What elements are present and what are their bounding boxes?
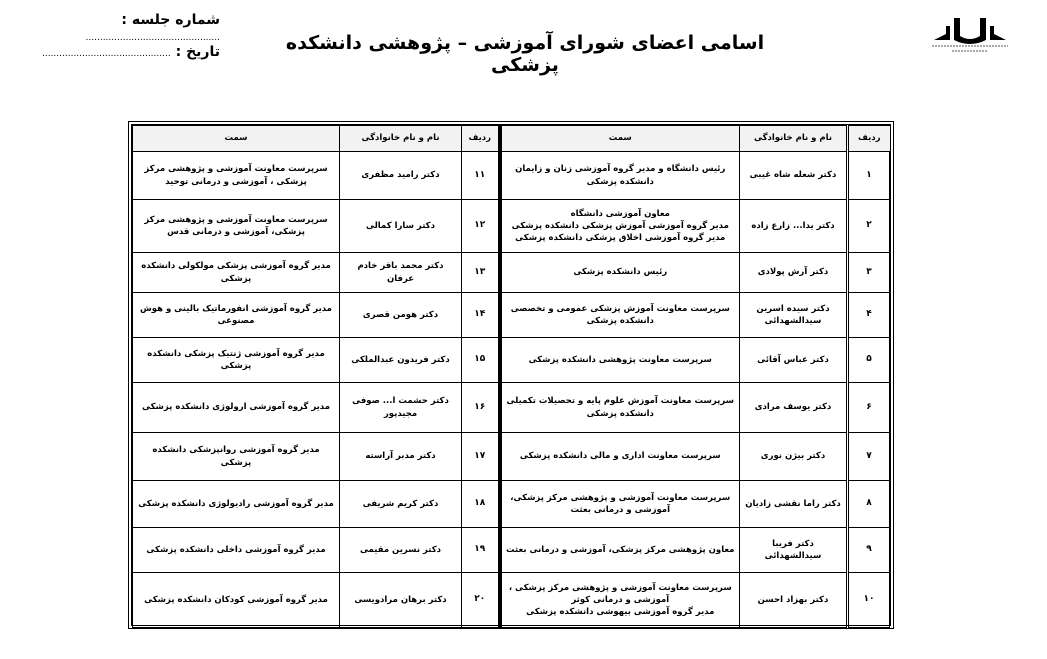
date-label: تاریخ : <box>175 44 220 60</box>
member-name: دکتر برهان مرادویسی <box>339 572 462 628</box>
member-position: معاون آموزشی دانشگاه مدیر گروه آموزشی آم… <box>497 199 740 253</box>
table-row: ۸ دکتر راما نقشی زادیان سرپرست معاونت آموز… <box>132 480 890 528</box>
row-number: ۵ <box>846 337 890 383</box>
member-name: دکتر آرش پولادی <box>739 252 848 293</box>
member-position: مدیر گروه آموزشی داخلی دانشکده پزشکی <box>132 527 340 573</box>
members-table: ردیف نام و نام خانوادگی سمت ردیف نام و ن… <box>128 121 894 629</box>
header-position: سمت <box>497 125 740 152</box>
table-row: ۹ دکتر فریبا سیدالشهدائی معاون پژوهشی مرکز… <box>132 527 890 573</box>
session-number-field: شماره جلسه : ...........................… <box>40 12 221 44</box>
page-title: اسامی اعضای شورای آموزشی – پژوهشی دانشکد… <box>285 32 765 76</box>
row-number: ۹ <box>846 527 890 573</box>
member-name: دکتر نسرین مقیمی <box>339 527 462 573</box>
row-number: ۱۹ <box>461 527 500 573</box>
member-position: مدیر گروه آموزشی انفورماتیک بالینی و هوش… <box>132 292 340 338</box>
table-row: ۴ دکتر سیده اسرین سیدالشهدائی سرپرست معاون… <box>132 292 890 338</box>
member-name: دکتر یوسف مرادی <box>739 382 848 433</box>
row-number: ۱۰ <box>846 572 890 628</box>
member-name: دکتر کریم شریفی <box>339 480 462 528</box>
row-number: ۱۴ <box>461 292 500 338</box>
row-number: ۱۷ <box>461 432 500 481</box>
row-number: ۲ <box>846 199 890 253</box>
member-position: سرپرست معاونت آموزشی و پژوهشی مرکز پزشکی… <box>497 572 740 628</box>
table-row: ۷ دکتر بیژن نوری سرپرست معاونت اداری و مال… <box>132 432 890 481</box>
member-name: دکتر یدا... زارع زاده <box>739 199 848 253</box>
row-number: ۱۶ <box>461 382 500 433</box>
row-number: ۲۰ <box>461 572 500 628</box>
session-number-value: ........................................… <box>85 33 221 43</box>
member-name: دکتر فریدون عبدالملکی <box>339 337 462 383</box>
member-name: دکتر فریبا سیدالشهدائی <box>739 527 848 573</box>
row-number: ۴ <box>846 292 890 338</box>
table-row: ۵ دکتر عباس آقائی سرپرست معاونت پژوهشی دان… <box>132 337 890 383</box>
member-name: دکتر سیده اسرین سیدالشهدائی <box>739 292 848 338</box>
member-position: سرپرست معاونت اداری و مالی دانشکده پزشکی <box>497 432 740 481</box>
row-number: ۶ <box>846 382 890 433</box>
member-position: رئیس دانشگاه و مدیر گروه آموزشی زنان و ز… <box>497 151 740 200</box>
member-position: مدیر گروه آموزشی کودکان دانشکده پزشکی <box>132 572 340 628</box>
member-name: دکتر هومن قصری <box>339 292 462 338</box>
member-name: دکتر محمد باقر خادم عرفان <box>339 252 462 293</box>
header-row-number: ردیف <box>846 125 890 152</box>
row-number: ۱۳ <box>461 252 500 293</box>
row-number: ۸ <box>846 480 890 528</box>
member-position: مدیر گروه آموزشی رادیولوژی دانشکده پزشکی <box>132 480 340 528</box>
member-position: معاون پژوهشی مرکز پزشکی، آموزشی و درمانی… <box>497 527 740 573</box>
table-row: ۳ دکتر آرش پولادی رئیس دانشکده پزشکی ۱۳ دکتر… <box>132 252 890 293</box>
header-name: نام و نام خانوادگی <box>339 125 462 152</box>
member-position: سرپرست معاونت آموزشی و پژوهشی مرکز پزشکی… <box>132 199 340 253</box>
date-field: تاریخ : ................................… <box>40 44 220 60</box>
member-name: دکتر سارا کمالی <box>339 199 462 253</box>
table-row: ۶ دکتر یوسف مرادی سرپرست معاونت آموزش علوم… <box>132 382 890 433</box>
row-number: ۱۱ <box>461 151 500 200</box>
member-name: دکتر شعله شاه غیبی <box>739 151 848 200</box>
table-row: ۱۰ دکتر بهزاد احسن سرپرست معاونت آموزشی و … <box>132 572 890 628</box>
member-position: مدیر گروه آموزشی روانپزشکی دانشکده پزشکی <box>132 432 340 481</box>
row-number: ۱۵ <box>461 337 500 383</box>
member-position: سرپرست معاونت پژوهشی دانشکده پزشکی <box>497 337 740 383</box>
university-logo <box>928 14 1012 58</box>
session-number-label: شماره جلسه : <box>121 12 220 28</box>
table-row: ۱ دکتر شعله شاه غیبی رئیس دانشگاه و مدیر گ… <box>132 151 890 200</box>
row-number: ۱ <box>846 151 890 200</box>
member-name: دکتر بهزاد احسن <box>739 572 848 628</box>
member-position: سرپرست معاونت آموزش علوم پایه و تحصیلات … <box>497 382 740 433</box>
member-name: دکتر رامید مظفری <box>339 151 462 200</box>
member-position: رئیس دانشکده پزشکی <box>497 252 740 293</box>
member-position: سرپرست معاونت آموزش پزشکی عمومی و تخصصی … <box>497 292 740 338</box>
member-name: دکتر عباس آقائی <box>739 337 848 383</box>
row-number: ۱۸ <box>461 480 500 528</box>
member-position: سرپرست معاونت آموزشی و پژوهشی مرکز پزشکی… <box>132 151 340 200</box>
row-number: ۳ <box>846 252 890 293</box>
row-number: ۷ <box>846 432 890 481</box>
header-position: سمت <box>132 125 340 152</box>
date-value: ........................................… <box>41 49 172 59</box>
member-position: مدیر گروه آموزشی پزشکی مولکولی دانشکده پ… <box>132 252 340 293</box>
header-name: نام و نام خانوادگی <box>739 125 848 152</box>
member-name: دکتر بیژن نوری <box>739 432 848 481</box>
member-position: مدیر گروه آموزشی ژنتیک پزشکی دانشکده پزش… <box>132 337 340 383</box>
row-number: ۱۲ <box>461 199 500 253</box>
member-name: دکتر حشمت ا... صوفی مجیدپور <box>339 382 462 433</box>
member-name: دکتر مدبر آراسته <box>339 432 462 481</box>
member-name: دکتر راما نقشی زادیان <box>739 480 848 528</box>
member-position: مدیر گروه آموزشی ارولوژی دانشکده پزشکی <box>132 382 340 433</box>
member-position: سرپرست معاونت آموزشی و پژوهشی مرکز پزشکی… <box>497 480 740 528</box>
table-header-row: ردیف نام و نام خانوادگی سمت ردیف نام و ن… <box>132 125 890 152</box>
table-row: ۲ دکتر یدا... زارع زاده معاون آموزشی دانشگ… <box>132 199 890 253</box>
header-row-number: ردیف <box>461 125 500 152</box>
